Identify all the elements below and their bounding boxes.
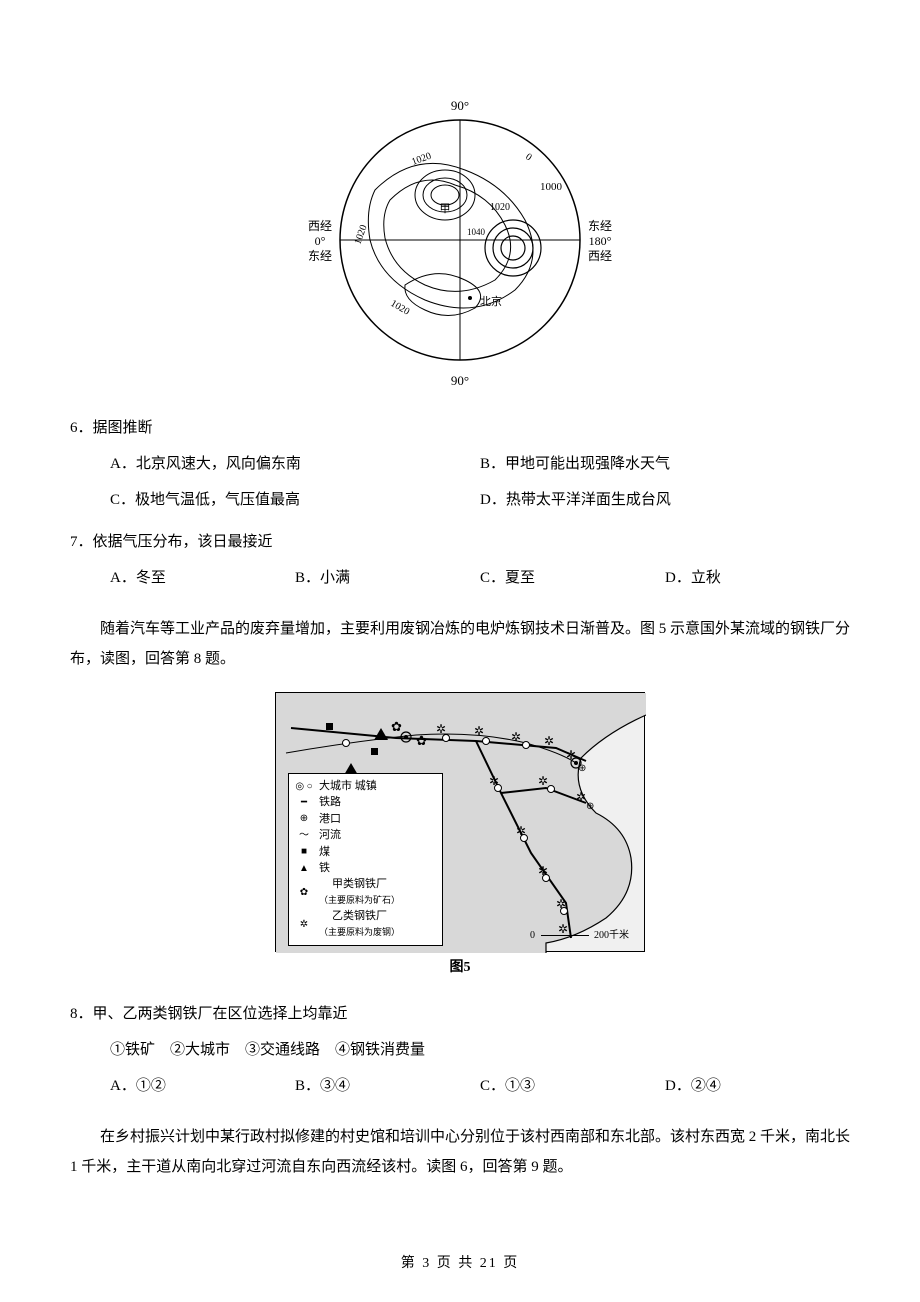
- q7-opt-b: B．小满: [295, 560, 480, 596]
- lbl-left-bot: 东经: [308, 249, 332, 263]
- q6-options-row2: C．极地气温低，气压值最高 D．热带太平洋洋面生成台风: [70, 482, 850, 518]
- svg-text:✲: ✲: [436, 722, 446, 736]
- svg-text:北京: 北京: [480, 294, 502, 308]
- svg-text:✲: ✲: [489, 774, 499, 788]
- lbl-right-top: 东经: [588, 219, 612, 233]
- q7-stem: 7．依据气压分布，该日最接近: [70, 524, 850, 560]
- q6-stem: 6．据图推断: [70, 410, 850, 446]
- lbl-bottom: 90°: [451, 373, 469, 388]
- passage-q9-intro: 在乡村振兴计划中某行政村拟修建的村史馆和培训中心分别位于该村西南部和东北部。该村…: [70, 1122, 850, 1182]
- svg-text:✲: ✲: [538, 864, 548, 878]
- svg-text:✲: ✲: [516, 824, 526, 838]
- q8-opt-b: B．③④: [295, 1068, 480, 1104]
- q7-opt-c: C．夏至: [480, 560, 665, 596]
- q8-stem: 8．甲、乙两类钢铁厂在区位选择上均靠近: [70, 996, 850, 1032]
- steel-map: ✿ ✿ ✲ ✲ ✲ ✲ ✲ ✲ ✲ ✲ ✲ ✲ ✲ ✲ ⊕ ⊕ ◎ ○大城市 城…: [275, 692, 645, 952]
- q7-opt-a: A．冬至: [110, 560, 295, 596]
- svg-text:1020: 1020: [410, 151, 433, 168]
- svg-text:✲: ✲: [544, 734, 554, 748]
- svg-text:1000: 1000: [540, 181, 563, 193]
- svg-text:✲: ✲: [474, 724, 484, 738]
- svg-text:1020: 1020: [389, 298, 412, 318]
- scale-bar: 0 200千米: [530, 926, 629, 941]
- legend-plant-a: ✿甲类钢铁厂（主要原料为矿石）: [293, 877, 438, 908]
- q8-circles: ①铁矿 ②大城市 ③交通线路 ④钢铁消费量: [70, 1032, 850, 1068]
- svg-text:✲: ✲: [576, 790, 586, 804]
- figure2-caption: 图5: [70, 956, 850, 976]
- pressure-map-svg: 90° 90° 西经 0° 东经 东经 180° 西经 1000 1020 0 …: [295, 90, 625, 390]
- legend-box: ◎ ○大城市 城镇 ━铁路 ⊕港口 〜河流 ■煤 ▲铁 ✿甲类钢铁厂（主要原料为…: [288, 773, 443, 946]
- q6-opt-d: D．热带太平洋洋面生成台风: [480, 482, 850, 518]
- q8-opt-a: A．①②: [110, 1068, 295, 1104]
- svg-text:⊕: ⊕: [578, 763, 586, 774]
- svg-text:✿: ✿: [391, 719, 402, 734]
- svg-text:✲: ✲: [511, 730, 521, 744]
- page-footer: 第 3 页 共 21 页: [0, 1252, 920, 1272]
- lbl-right-mid: 180°: [589, 234, 612, 248]
- svg-text:1020: 1020: [352, 223, 369, 246]
- legend-rail: ━铁路: [293, 795, 438, 810]
- svg-text:✲: ✲: [566, 748, 576, 762]
- q8-opt-d: D．②④: [665, 1068, 850, 1104]
- svg-text:1020: 1020: [490, 202, 510, 213]
- passage-q8-intro: 随着汽车等工业产品的废弃量增加，主要利用废钢冶炼的电炉炼钢技术日渐普及。图 5 …: [70, 614, 850, 674]
- figure-steel-map-wrap: ✿ ✿ ✲ ✲ ✲ ✲ ✲ ✲ ✲ ✲ ✲ ✲ ✲ ✲ ⊕ ⊕ ◎ ○大城市 城…: [70, 692, 850, 976]
- lbl-right-bot: 西经: [588, 249, 612, 263]
- legend-coal: ■煤: [293, 845, 438, 860]
- svg-text:⊕: ⊕: [586, 801, 594, 812]
- q8-opt-c: C．①③: [480, 1068, 665, 1104]
- lbl-left-top: 西经: [308, 219, 332, 233]
- q7-options: A．冬至 B．小满 C．夏至 D．立秋: [70, 560, 850, 596]
- q8-options: A．①② B．③④ C．①③ D．②④: [70, 1068, 850, 1104]
- q6-opt-a: A．北京风速大，风向偏东南: [110, 446, 480, 482]
- legend-city: ◎ ○大城市 城镇: [293, 779, 438, 794]
- svg-text:甲: 甲: [440, 203, 451, 215]
- lbl-top: 90°: [451, 98, 469, 113]
- legend-river: 〜河流: [293, 828, 438, 843]
- svg-text:✲: ✲: [556, 897, 566, 911]
- svg-text:✲: ✲: [538, 774, 548, 788]
- q6-opt-c: C．极地气温低，气压值最高: [110, 482, 480, 518]
- legend-plant-b: ✲乙类钢铁厂（主要原料为废钢）: [293, 909, 438, 940]
- figure-pressure-map: 90° 90° 西经 0° 东经 东经 180° 西经 1000 1020 0 …: [70, 90, 850, 390]
- lbl-left-mid: 0°: [315, 234, 326, 248]
- q6-options-row1: A．北京风速大，风向偏东南 B．甲地可能出现强降水天气: [70, 446, 850, 482]
- q7-opt-d: D．立秋: [665, 560, 850, 596]
- legend-port: ⊕港口: [293, 812, 438, 827]
- svg-text:1040: 1040: [467, 227, 486, 237]
- q6-opt-b: B．甲地可能出现强降水天气: [480, 446, 850, 482]
- legend-iron: ▲铁: [293, 861, 438, 876]
- svg-text:0: 0: [523, 151, 533, 163]
- svg-text:✿: ✿: [416, 733, 427, 748]
